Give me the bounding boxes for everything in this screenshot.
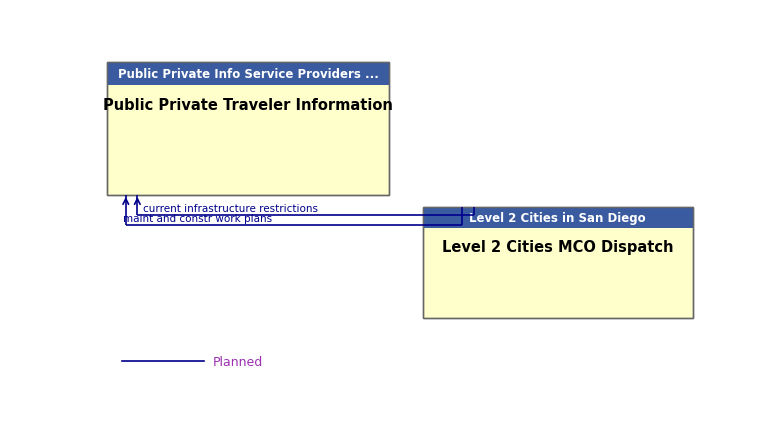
Text: current infrastructure restrictions: current infrastructure restrictions xyxy=(143,203,319,214)
Bar xyxy=(107,63,389,86)
Text: Public Private Info Service Providers ...: Public Private Info Service Providers ..… xyxy=(117,68,378,81)
Bar xyxy=(107,63,389,196)
Text: Public Private Traveler Information: Public Private Traveler Information xyxy=(103,97,393,112)
Bar xyxy=(107,63,389,196)
Bar xyxy=(423,207,693,318)
Text: maint and constr work plans: maint and constr work plans xyxy=(123,213,272,224)
Bar xyxy=(423,207,693,228)
Text: Level 2 Cities MCO Dispatch: Level 2 Cities MCO Dispatch xyxy=(442,240,673,255)
Text: Planned: Planned xyxy=(213,355,263,368)
Bar xyxy=(423,207,693,318)
Text: Level 2 Cities in San Diego: Level 2 Cities in San Diego xyxy=(469,211,646,224)
